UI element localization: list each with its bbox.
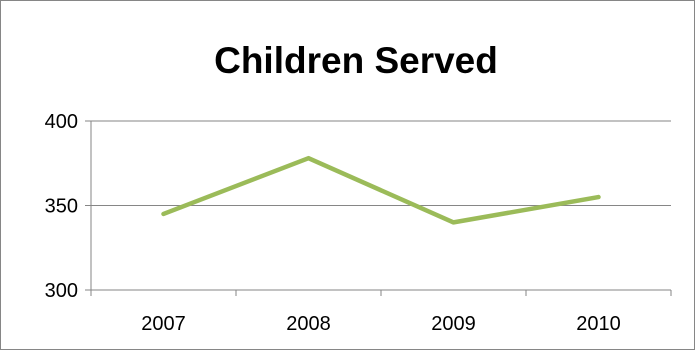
gridlines: [85, 120, 671, 206]
series-layer: [161, 155, 601, 225]
series-line: [161, 155, 601, 225]
y-tick-label: 350: [45, 196, 78, 218]
y-tick-label: 300: [45, 280, 78, 302]
axes: [85, 121, 672, 296]
x-tick-label: 2010: [576, 313, 621, 335]
y-tick-label: 400: [45, 111, 78, 133]
x-tick-label: 2008: [286, 313, 331, 335]
tick-labels: 300 350 400 2007 2008 2009 2010: [45, 111, 621, 335]
chart-title: Children Served: [214, 40, 498, 81]
x-tick-label: 2007: [141, 313, 186, 335]
x-tick-label: 2009: [431, 313, 476, 335]
